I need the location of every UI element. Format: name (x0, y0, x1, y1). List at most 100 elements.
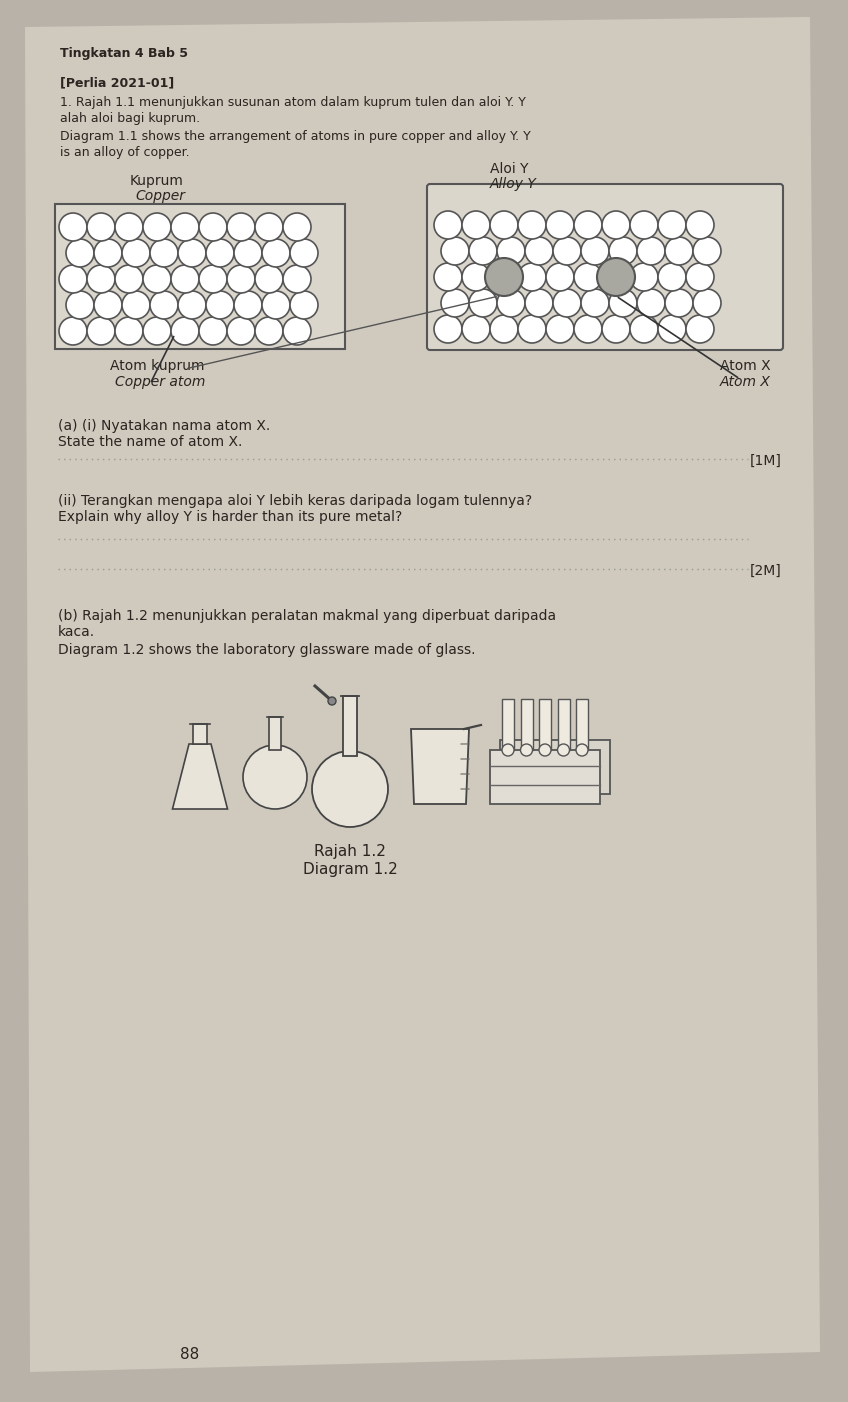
Circle shape (243, 744, 307, 809)
Circle shape (574, 210, 602, 238)
Polygon shape (576, 700, 588, 750)
Text: Diagram 1.1 shows the arrangement of atoms in pure copper and alloy Y. Y: Diagram 1.1 shows the arrangement of ato… (60, 130, 531, 143)
Circle shape (658, 264, 686, 292)
Text: is an alloy of copper.: is an alloy of copper. (60, 146, 190, 158)
Circle shape (686, 315, 714, 343)
Circle shape (539, 744, 551, 756)
Circle shape (497, 289, 525, 317)
Circle shape (143, 265, 171, 293)
Circle shape (630, 210, 658, 238)
Polygon shape (500, 740, 610, 794)
Circle shape (206, 238, 234, 266)
Text: (ii) Terangkan mengapa aloi Y lebih keras daripada logam tulennya?: (ii) Terangkan mengapa aloi Y lebih kera… (58, 494, 533, 508)
Circle shape (518, 315, 546, 343)
Polygon shape (502, 700, 514, 750)
Text: Explain why alloy Y is harder than its pure metal?: Explain why alloy Y is harder than its p… (58, 510, 402, 524)
Circle shape (59, 213, 87, 241)
Circle shape (199, 213, 227, 241)
Circle shape (178, 292, 206, 320)
Circle shape (693, 237, 721, 265)
FancyBboxPatch shape (427, 184, 783, 350)
Circle shape (150, 292, 178, 320)
Polygon shape (269, 716, 281, 750)
Polygon shape (343, 695, 357, 756)
Polygon shape (25, 17, 820, 1373)
Circle shape (87, 317, 115, 345)
Circle shape (234, 292, 262, 320)
Circle shape (150, 238, 178, 266)
Circle shape (115, 213, 143, 241)
Polygon shape (539, 700, 551, 750)
Circle shape (441, 289, 469, 317)
Text: Copper atom: Copper atom (115, 374, 205, 388)
Circle shape (574, 264, 602, 292)
Text: [Perlia 2021-01]: [Perlia 2021-01] (60, 76, 174, 88)
Circle shape (686, 210, 714, 238)
Circle shape (630, 315, 658, 343)
Text: Copper: Copper (135, 189, 185, 203)
Text: Aloi Y: Aloi Y (490, 163, 528, 177)
Circle shape (462, 315, 490, 343)
Circle shape (199, 317, 227, 345)
Circle shape (546, 264, 574, 292)
Circle shape (87, 265, 115, 293)
Circle shape (143, 317, 171, 345)
Circle shape (469, 237, 497, 265)
Circle shape (665, 289, 693, 317)
Circle shape (328, 697, 336, 705)
Circle shape (227, 213, 255, 241)
Text: alah aloi bagi kuprum.: alah aloi bagi kuprum. (60, 112, 200, 125)
Polygon shape (411, 729, 469, 803)
Circle shape (553, 289, 581, 317)
Circle shape (255, 317, 283, 345)
Circle shape (143, 213, 171, 241)
Circle shape (686, 264, 714, 292)
Text: Tingkatan 4 Bab 5: Tingkatan 4 Bab 5 (60, 48, 188, 60)
Circle shape (490, 315, 518, 343)
Text: Atom X: Atom X (720, 359, 771, 373)
Text: (b) Rajah 1.2 menunjukkan peralatan makmal yang diperbuat daripada: (b) Rajah 1.2 menunjukkan peralatan makm… (58, 608, 556, 622)
Text: Atom X: Atom X (720, 374, 771, 388)
Circle shape (66, 238, 94, 266)
Circle shape (693, 289, 721, 317)
Circle shape (581, 237, 609, 265)
Text: Rajah 1.2: Rajah 1.2 (314, 844, 386, 859)
Circle shape (115, 317, 143, 345)
Circle shape (518, 264, 546, 292)
Text: Diagram 1.2: Diagram 1.2 (303, 862, 398, 878)
Polygon shape (521, 700, 533, 750)
Circle shape (434, 315, 462, 343)
Circle shape (553, 237, 581, 265)
Circle shape (227, 265, 255, 293)
Text: 1. Rajah 1.1 menunjukkan susunan atom dalam kuprum tulen dan aloi Y. Y: 1. Rajah 1.1 menunjukkan susunan atom da… (60, 95, 526, 109)
Circle shape (609, 289, 637, 317)
Text: [1M]: [1M] (750, 454, 782, 468)
Circle shape (609, 237, 637, 265)
Circle shape (290, 238, 318, 266)
Circle shape (525, 289, 553, 317)
Text: Diagram 1.2 shows the laboratory glassware made of glass.: Diagram 1.2 shows the laboratory glasswa… (58, 644, 476, 658)
Circle shape (115, 265, 143, 293)
Circle shape (434, 264, 462, 292)
Circle shape (312, 751, 388, 827)
Circle shape (290, 292, 318, 320)
Text: Alloy Y: Alloy Y (490, 177, 537, 191)
Circle shape (469, 289, 497, 317)
Circle shape (434, 210, 462, 238)
Circle shape (485, 258, 523, 296)
Circle shape (637, 289, 665, 317)
Circle shape (574, 315, 602, 343)
Circle shape (602, 210, 630, 238)
Circle shape (637, 237, 665, 265)
Circle shape (227, 317, 255, 345)
Text: (a) (i) Nyatakan nama atom X.: (a) (i) Nyatakan nama atom X. (58, 419, 271, 433)
Circle shape (206, 292, 234, 320)
Circle shape (122, 292, 150, 320)
Circle shape (557, 744, 570, 756)
Circle shape (262, 238, 290, 266)
Circle shape (171, 265, 199, 293)
Circle shape (255, 265, 283, 293)
Circle shape (546, 210, 574, 238)
Polygon shape (193, 723, 207, 744)
Circle shape (665, 237, 693, 265)
